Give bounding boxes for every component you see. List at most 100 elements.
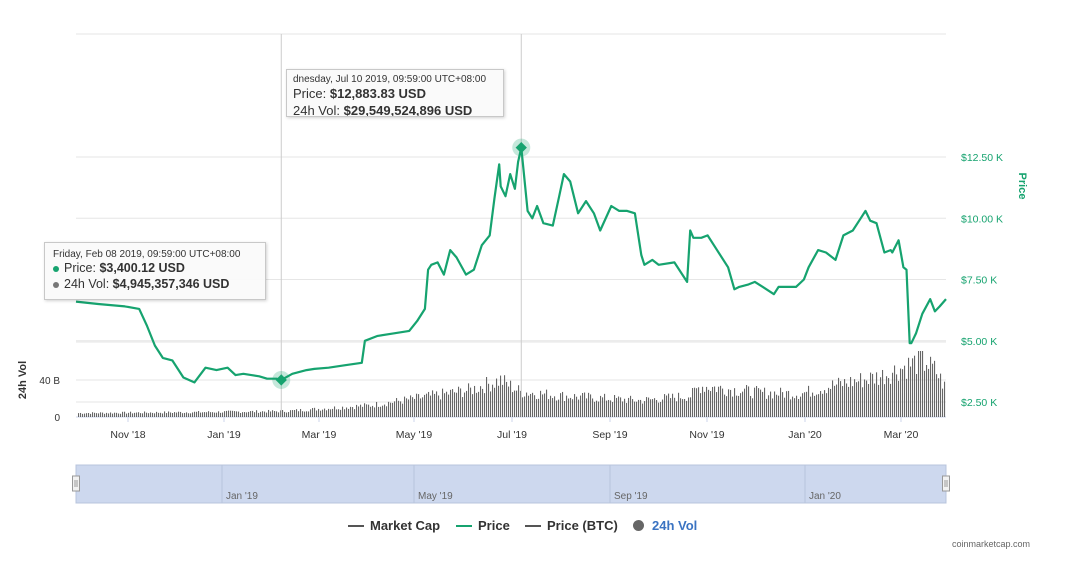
volume-bar xyxy=(730,389,732,417)
volume-bar xyxy=(820,391,822,417)
volume-bar xyxy=(726,396,728,417)
volume-bar xyxy=(652,399,654,417)
volume-bar xyxy=(896,374,898,417)
volume-bar xyxy=(614,395,616,417)
volume-bar xyxy=(556,400,558,417)
volume-bar xyxy=(110,412,112,417)
price-dot-icon xyxy=(53,265,59,272)
volume-bar xyxy=(656,400,658,417)
volume-bar xyxy=(308,411,310,417)
volume-bar xyxy=(546,389,548,417)
volume-bar xyxy=(102,412,104,417)
volume-bar xyxy=(306,411,308,417)
volume-bar xyxy=(792,396,794,417)
legend-item-24h-vol[interactable]: 24h Vol xyxy=(633,518,697,533)
volume-bar xyxy=(290,410,292,417)
volume-bar xyxy=(498,385,500,417)
volume-bar xyxy=(220,412,222,417)
volume-bar xyxy=(394,401,396,417)
volume-bar xyxy=(868,384,870,417)
volume-bar xyxy=(234,411,236,417)
volume-bar xyxy=(424,394,426,417)
volume-bar xyxy=(906,378,908,417)
volume-bar xyxy=(258,412,260,417)
volume-bar xyxy=(124,411,126,417)
volume-bar xyxy=(784,397,786,417)
volume-bar xyxy=(572,399,574,417)
volume-bar xyxy=(324,408,326,417)
volume-bar xyxy=(410,395,412,417)
volume-bar xyxy=(584,392,586,417)
volume-bar xyxy=(602,397,604,417)
volume-bar xyxy=(892,372,894,417)
volume-bar xyxy=(408,399,410,417)
credit-text[interactable]: coinmarketcap.com xyxy=(952,539,1031,549)
volume-bar xyxy=(438,395,440,417)
volume-bar xyxy=(848,386,850,417)
x-tick-label: Nov '19 xyxy=(689,429,724,441)
volume-bar xyxy=(594,401,596,417)
tooltip-vol-value: $4,945,357,346 USD xyxy=(112,277,230,291)
volume-bar xyxy=(500,375,502,417)
volume-bar xyxy=(368,404,370,417)
volume-bar xyxy=(708,389,710,417)
price-tick-label: $10.00 K xyxy=(961,213,1003,225)
volume-bar xyxy=(536,399,538,417)
volume-bar xyxy=(186,412,188,417)
volume-bar xyxy=(106,412,108,417)
legend-label: Price (BTC) xyxy=(547,518,618,533)
volume-bar xyxy=(492,384,494,417)
volume-bar xyxy=(256,410,258,417)
volume-bar xyxy=(178,411,180,417)
volume-bar xyxy=(456,392,458,417)
legend-item-price-btc[interactable]: Price (BTC) xyxy=(525,518,618,533)
volume-bar xyxy=(422,397,424,417)
volume-bar xyxy=(706,386,708,417)
volume-bar xyxy=(618,396,620,417)
volume-bar xyxy=(554,396,556,417)
volume-bar xyxy=(136,412,138,417)
volume-bar xyxy=(682,399,684,417)
navigator-handle[interactable] xyxy=(942,475,950,492)
navigator-handle[interactable] xyxy=(72,475,80,492)
volume-bar xyxy=(592,398,594,417)
volume-bar xyxy=(262,411,264,417)
legend-item-price[interactable]: Price xyxy=(456,518,510,533)
volume-bar xyxy=(690,397,692,417)
volume-bar xyxy=(270,411,272,417)
volume-bar xyxy=(760,389,762,417)
volume-bar xyxy=(504,375,506,417)
volume-bar xyxy=(724,394,726,417)
volume-bar xyxy=(386,406,388,417)
volume-bar xyxy=(164,411,166,417)
volume-bar xyxy=(586,398,588,417)
volume-bar xyxy=(502,384,504,417)
volume-bar xyxy=(506,381,508,417)
volume-bar xyxy=(148,413,150,417)
navigator-range[interactable] xyxy=(75,464,947,504)
volume-bar xyxy=(612,402,614,417)
volume-bar xyxy=(100,412,102,417)
volume-bar xyxy=(202,412,204,417)
volume-bar xyxy=(128,412,130,417)
volume-bar xyxy=(444,393,446,417)
volume-bar xyxy=(944,381,946,417)
volume-bar xyxy=(294,410,296,417)
volume-bar xyxy=(732,396,734,417)
x-tick-label: Jan '20 xyxy=(788,429,822,441)
volume-bar xyxy=(166,413,168,417)
legend-item-market-cap[interactable]: Market Cap xyxy=(348,518,440,533)
volume-bar xyxy=(532,392,534,417)
legend-label: Price xyxy=(478,518,510,533)
volume-bar xyxy=(774,391,776,417)
volume-bar xyxy=(782,392,784,417)
volume-bar xyxy=(772,398,774,417)
tooltip-price-value: $12,883.83 USD xyxy=(329,86,426,101)
volume-bar xyxy=(112,413,114,417)
volume-bar xyxy=(434,393,436,417)
volume-bar xyxy=(320,410,322,417)
volume-bar xyxy=(200,412,202,417)
volume-bar xyxy=(566,395,568,417)
navigator[interactable]: Jan '19 May '19 Sep '19 Jan '20 xyxy=(72,464,950,504)
